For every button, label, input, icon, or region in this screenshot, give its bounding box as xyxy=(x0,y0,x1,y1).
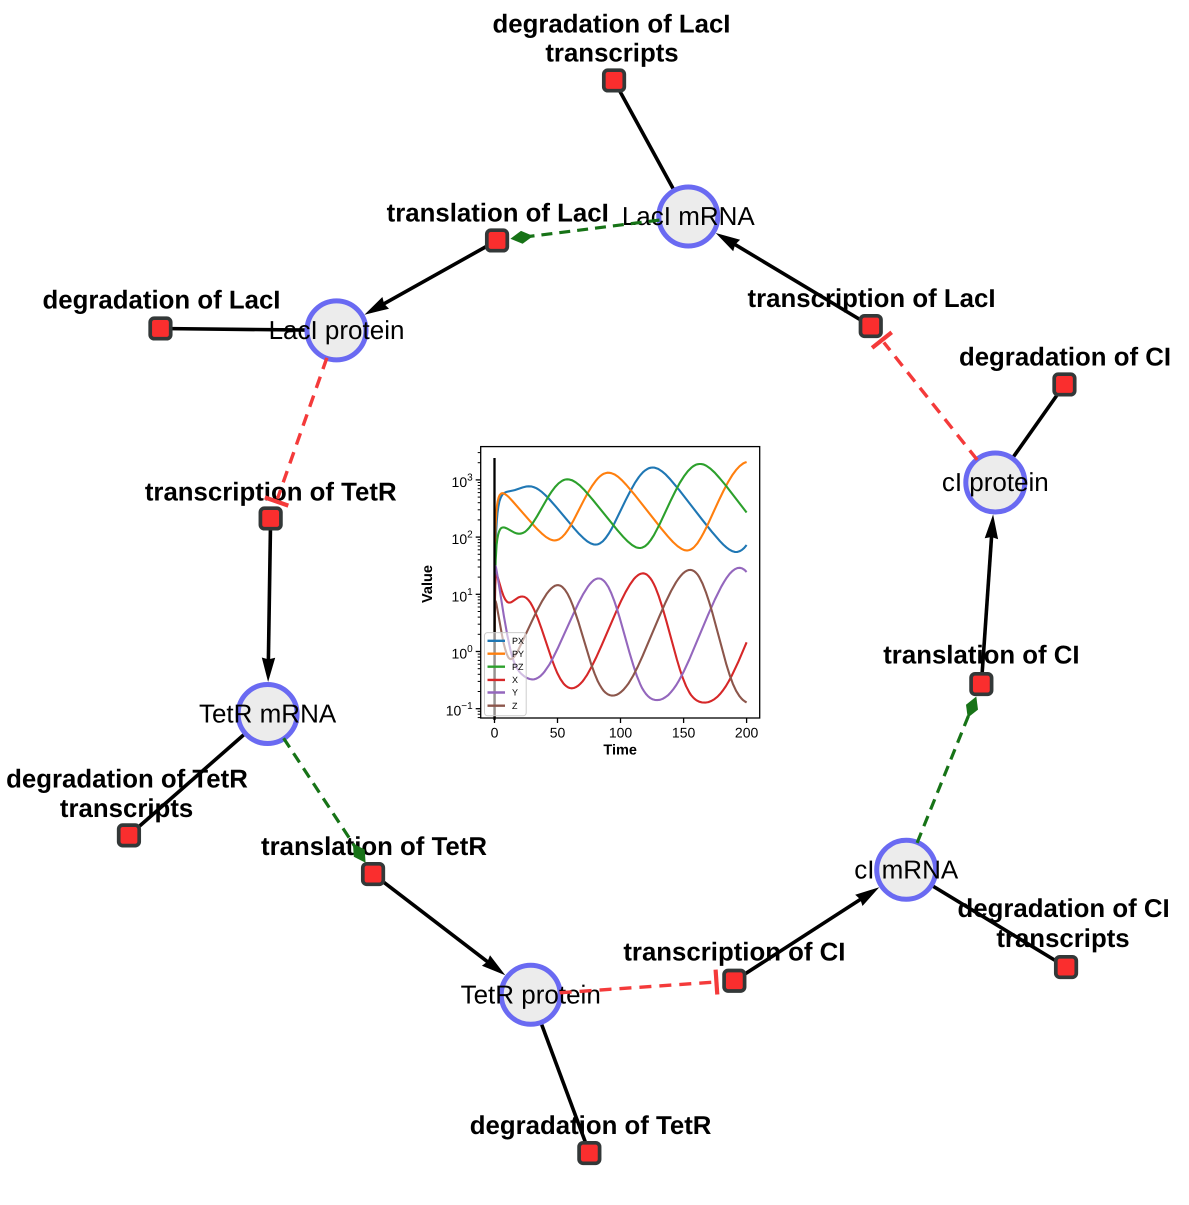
svg-text:cI protein: cI protein xyxy=(942,467,1049,497)
svg-text:TetR protein: TetR protein xyxy=(461,979,601,1009)
svg-text:Value: Value xyxy=(420,565,436,603)
svg-text:transcripts: transcripts xyxy=(60,795,193,823)
svg-text:degradation of LacI: degradation of LacI xyxy=(43,286,281,314)
svg-text:X: X xyxy=(512,675,518,685)
svg-text:LacI protein: LacI protein xyxy=(269,315,405,345)
svg-text:degradation of CI: degradation of CI xyxy=(959,344,1171,372)
svg-text:Time: Time xyxy=(603,743,637,759)
svg-text:Y: Y xyxy=(512,688,518,698)
svg-text:cI mRNA: cI mRNA xyxy=(854,854,959,884)
svg-text:transcription of CI: transcription of CI xyxy=(623,938,845,966)
svg-text:degradation of TetR: degradation of TetR xyxy=(6,765,248,793)
svg-text:translation of LacI: translation of LacI xyxy=(387,200,609,228)
svg-text:PY: PY xyxy=(512,649,524,659)
svg-text:0: 0 xyxy=(491,725,499,741)
svg-text:200: 200 xyxy=(735,725,759,741)
svg-text:transcription of TetR: transcription of TetR xyxy=(145,479,397,507)
svg-text:Z: Z xyxy=(512,701,518,711)
svg-text:transcripts: transcripts xyxy=(996,925,1129,953)
svg-text:PZ: PZ xyxy=(512,662,524,672)
svg-text:100: 100 xyxy=(609,725,633,741)
svg-text:degradation of LacI: degradation of LacI xyxy=(493,11,731,39)
svg-text:150: 150 xyxy=(672,725,696,741)
svg-text:TetR mRNA: TetR mRNA xyxy=(199,699,337,729)
svg-text:degradation of TetR: degradation of TetR xyxy=(470,1112,712,1140)
svg-text:LacI mRNA: LacI mRNA xyxy=(622,201,756,231)
svg-text:degradation of CI: degradation of CI xyxy=(958,895,1170,923)
svg-text:PX: PX xyxy=(512,636,524,646)
svg-text:50: 50 xyxy=(550,725,566,741)
svg-text:transcripts: transcripts xyxy=(545,39,678,67)
svg-text:translation of CI: translation of CI xyxy=(883,642,1079,670)
svg-text:transcription of LacI: transcription of LacI xyxy=(748,285,996,313)
svg-text:translation of TetR: translation of TetR xyxy=(261,833,487,861)
